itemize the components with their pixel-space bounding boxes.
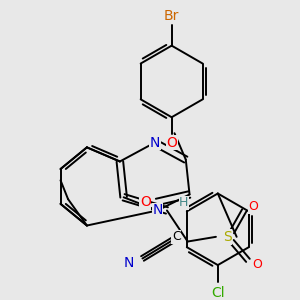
Text: N: N xyxy=(124,256,134,270)
Text: C: C xyxy=(172,230,181,243)
Text: N: N xyxy=(152,203,163,218)
Text: Cl: Cl xyxy=(211,286,225,300)
Text: N: N xyxy=(149,136,160,150)
Text: O: O xyxy=(249,200,259,213)
Text: H: H xyxy=(179,196,189,209)
Text: Br: Br xyxy=(164,8,179,22)
Text: O: O xyxy=(166,136,177,150)
Text: S: S xyxy=(223,230,232,244)
Text: O: O xyxy=(252,258,262,271)
Text: O: O xyxy=(140,195,151,209)
